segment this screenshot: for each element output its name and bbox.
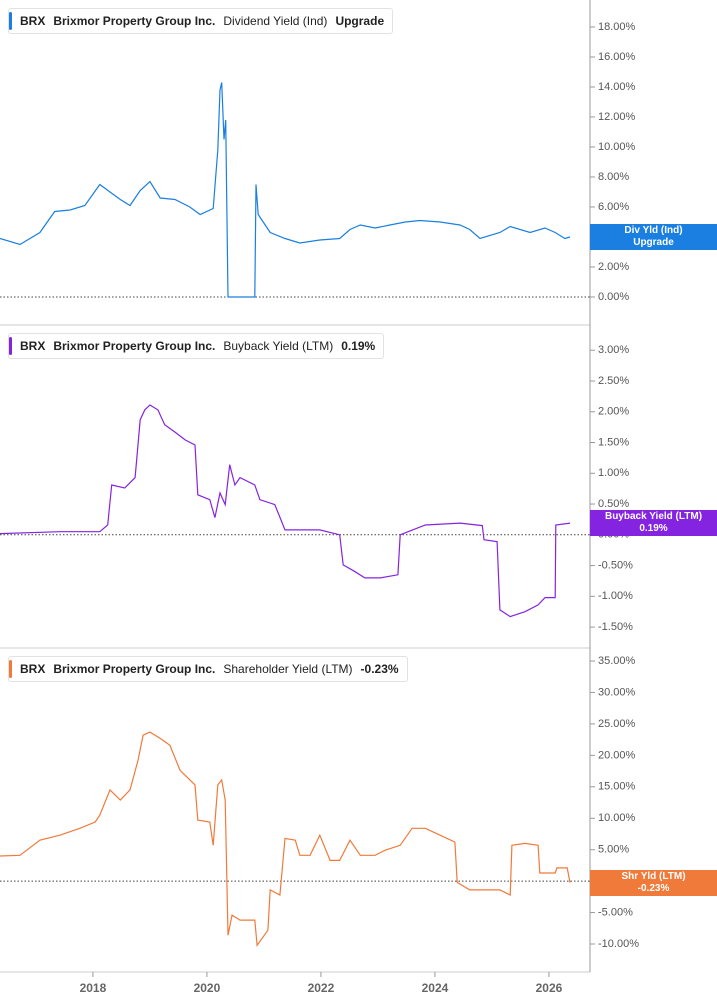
last-value: 0.19% — [341, 339, 376, 353]
x-tick-label: 2020 — [194, 981, 221, 995]
value-badge: Div Yld (Ind) Upgrade — [590, 223, 717, 250]
ticker: BRX — [20, 662, 46, 676]
y-tick-label: 10.00% — [598, 812, 636, 824]
x-tick-label: 2018 — [80, 981, 107, 995]
y-tick-label: 2.00% — [598, 261, 629, 273]
last-value: -0.23% — [360, 662, 399, 676]
y-tick-label: 0.50% — [598, 498, 629, 510]
series-line — [0, 404, 571, 618]
y-tick-label: 20.00% — [598, 749, 636, 761]
y-tick-label: 2.50% — [598, 375, 629, 387]
legend-header: BRX Brixmor Property Group Inc. Shareholde… — [8, 656, 408, 682]
y-tick-label: 15.00% — [598, 781, 636, 793]
y-tick-label: 12.00% — [598, 111, 636, 123]
y-tick-label: 14.00% — [598, 81, 636, 93]
company-name: Brixmor Property Group Inc. — [53, 339, 216, 353]
x-tick-label: 2026 — [536, 981, 563, 995]
y-tick-label: 35.00% — [598, 655, 636, 667]
y-tick-label: 18.00% — [598, 21, 636, 33]
y-tick-label: 8.00% — [598, 171, 629, 183]
series-name: Shareholder Yield (LTM) — [223, 662, 353, 676]
y-tick-label: -10.00% — [598, 938, 639, 950]
badge-value: 0.19% — [639, 523, 668, 535]
series-name: Dividend Yield (Ind) — [223, 14, 328, 28]
y-tick-label: 16.00% — [598, 51, 636, 63]
y-tick-label: -1.50% — [598, 621, 633, 633]
y-tick-label: 0.00% — [598, 291, 629, 303]
badge-name: Div Yld (Ind) — [624, 224, 683, 236]
y-tick-label: -0.50% — [598, 559, 633, 571]
y-tick-label: -5.00% — [598, 906, 633, 918]
y-tick-label: 1.50% — [598, 436, 629, 448]
y-tick-label: 25.00% — [598, 718, 636, 730]
badge-name: Shr Yld (LTM) — [621, 870, 686, 882]
badge-value: -0.23% — [637, 882, 670, 894]
x-tick-label: 2022 — [308, 981, 335, 995]
series-line — [0, 82, 571, 298]
legend-header: BRX Brixmor Property Group Inc. Buyback Yi… — [8, 333, 385, 359]
legend-swatch — [9, 337, 12, 355]
value-badge: Shr Yld (LTM) -0.23% — [590, 869, 717, 896]
company-name: Brixmor Property Group Inc. — [53, 14, 216, 28]
x-tick-label: 2024 — [422, 981, 449, 995]
legend-swatch — [9, 660, 12, 678]
last-value: Upgrade — [335, 14, 385, 28]
badge-value: Upgrade — [633, 236, 674, 248]
ticker: BRX — [20, 339, 46, 353]
series-line — [0, 731, 571, 947]
legend-swatch — [9, 12, 12, 30]
ticker: BRX — [20, 14, 46, 28]
y-tick-label: 6.00% — [598, 201, 629, 213]
value-badge: Buyback Yield (LTM) 0.19% — [590, 510, 717, 537]
company-name: Brixmor Property Group Inc. — [53, 662, 216, 676]
y-tick-label: 30.00% — [598, 686, 636, 698]
y-tick-label: 2.00% — [598, 406, 629, 418]
y-tick-label: 3.00% — [598, 344, 629, 356]
legend-header: BRX Brixmor Property Group Inc. Dividend Y… — [8, 8, 394, 34]
y-tick-label: 1.00% — [598, 467, 629, 479]
series-name: Buyback Yield (LTM) — [223, 339, 334, 353]
y-tick-label: 10.00% — [598, 141, 636, 153]
y-tick-label: -1.00% — [598, 590, 633, 602]
badge-name: Buyback Yield (LTM) — [604, 511, 703, 523]
y-tick-label: 5.00% — [598, 844, 629, 856]
